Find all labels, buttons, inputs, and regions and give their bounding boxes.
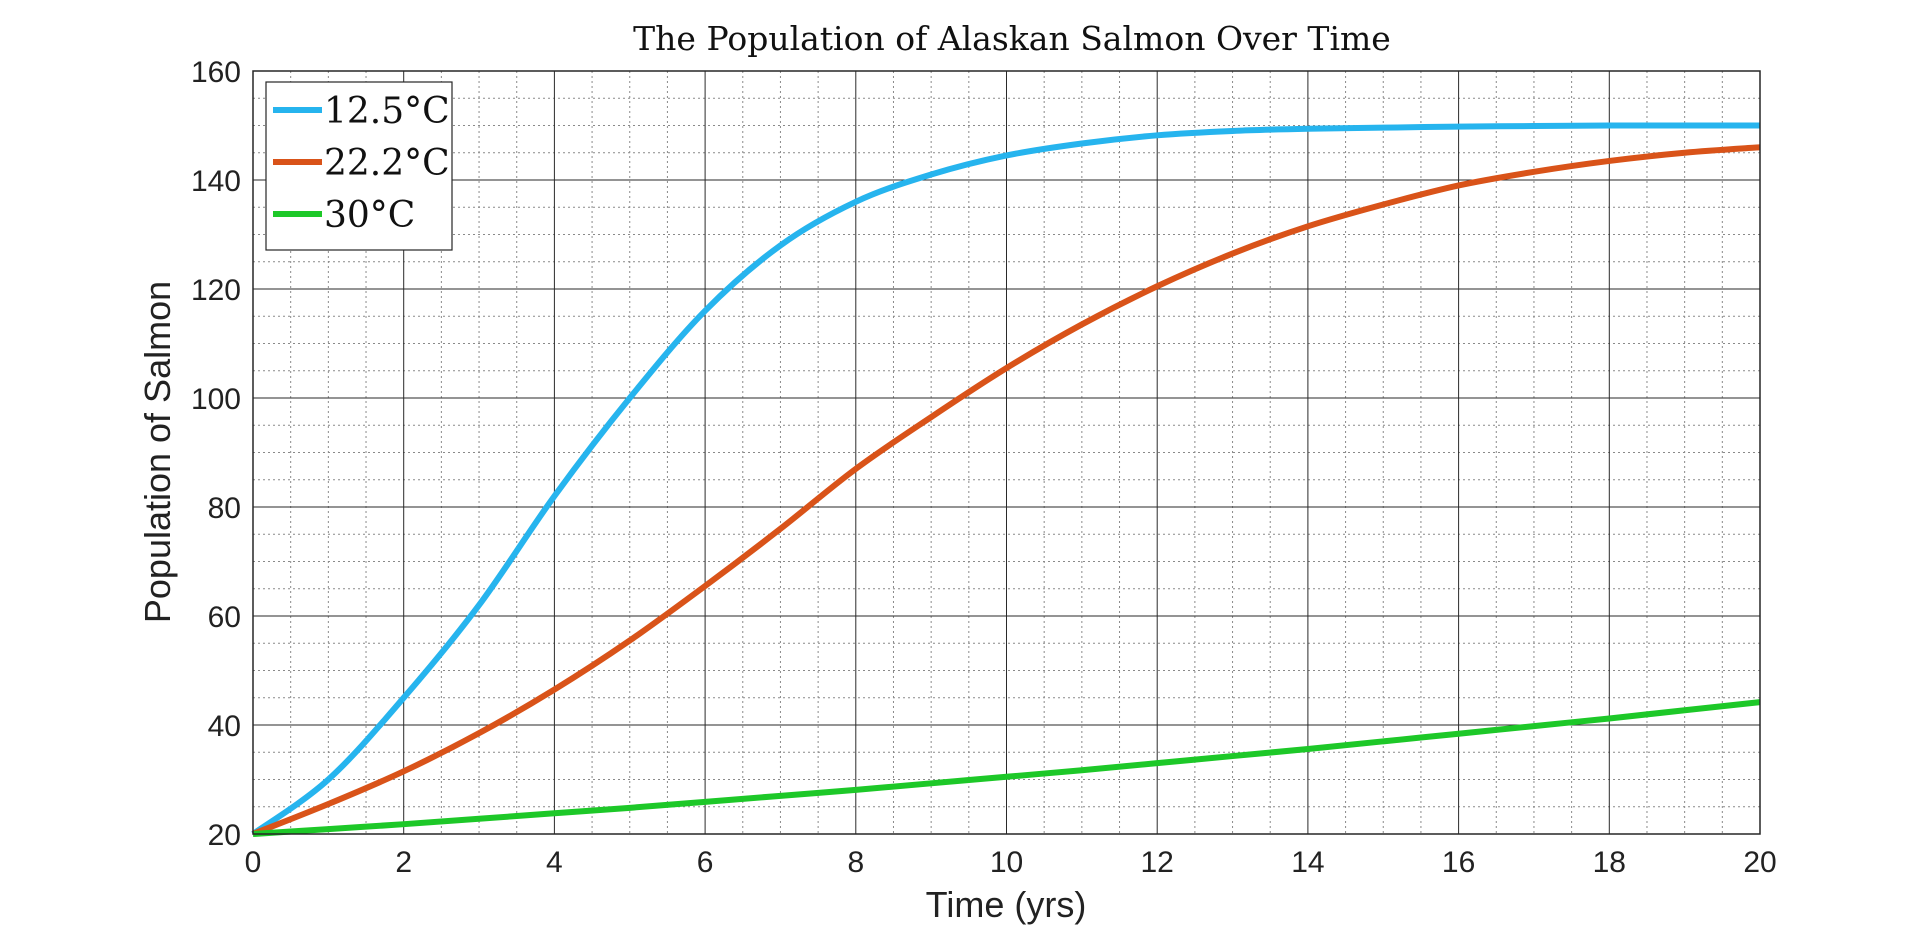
y-tick-label: 120 <box>191 274 241 307</box>
x-tick-label: 18 <box>1593 846 1626 879</box>
x-tick-label: 16 <box>1442 846 1475 879</box>
x-tick-label: 20 <box>1743 846 1776 879</box>
x-tick-label: 12 <box>1141 846 1174 879</box>
x-tick-label: 10 <box>990 846 1023 879</box>
y-tick-label: 60 <box>208 601 241 634</box>
y-tick-label: 140 <box>191 165 241 198</box>
x-tick-label: 4 <box>546 846 563 879</box>
legend: 12.5°C 22.2°C 30°C <box>265 81 453 251</box>
y-tick-label: 20 <box>208 819 241 852</box>
x-axis-ticks: 0 2 4 6 8 10 12 14 16 18 20 <box>245 846 1777 879</box>
x-tick-label: 8 <box>847 846 864 879</box>
series-layer <box>251 122 1761 837</box>
series-line-3 <box>252 699 1761 837</box>
x-tick-label: 0 <box>245 846 262 879</box>
y-tick-label: 80 <box>208 492 241 525</box>
legend-label: 22.2°C <box>324 143 450 184</box>
y-tick-label: 40 <box>208 710 241 743</box>
x-tick-label: 6 <box>697 846 714 879</box>
chart-title: The Population of Alaskan Salmon Over Ti… <box>633 19 1391 58</box>
y-axis-ticks: 20 40 60 80 100 120 140 160 <box>191 56 241 852</box>
x-tick-label: 14 <box>1291 846 1324 879</box>
x-tick-label: 2 <box>395 846 412 879</box>
y-tick-label: 160 <box>191 56 241 89</box>
x-axis-label: Time (yrs) <box>926 884 1087 925</box>
series-line-2 <box>251 144 1761 837</box>
y-axis-label: Population of Salmon <box>137 281 178 623</box>
legend-label: 12.5°C <box>324 91 450 132</box>
plot-area-frame <box>252 70 1761 835</box>
series-line-1 <box>251 122 1760 837</box>
legend-label: 30°C <box>324 195 415 236</box>
y-tick-label: 100 <box>191 383 241 416</box>
